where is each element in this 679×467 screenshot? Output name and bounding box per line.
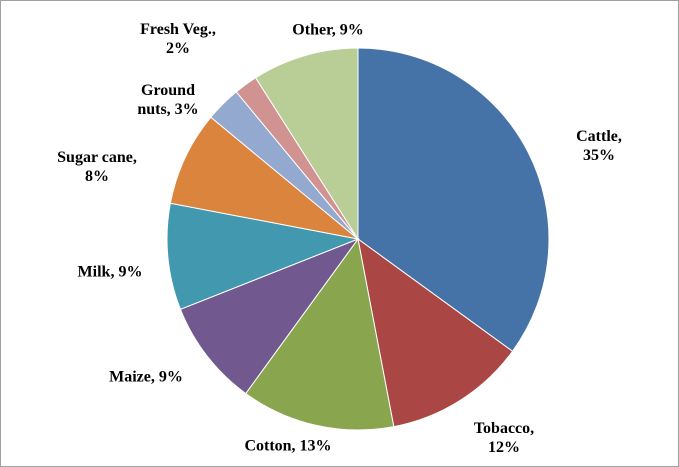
data-label: Sugar cane, 8% — [57, 149, 137, 185]
data-label: Cattle, 35% — [576, 128, 622, 164]
pie-slice — [179, 237, 360, 395]
data-label: Maize, 9% — [109, 368, 183, 386]
data-label: Ground nuts, 3% — [137, 82, 199, 118]
pie-slice — [169, 116, 359, 240]
data-label: Fresh Veg., 2% — [140, 21, 216, 57]
pie-slice — [357, 237, 514, 428]
pie-slice — [245, 237, 395, 431]
data-label: Cotton, 13% — [244, 437, 332, 455]
data-label: Tobacco, 12% — [473, 420, 535, 456]
pie-slice — [357, 47, 550, 352]
pie-slice — [166, 202, 360, 310]
pie-slice — [254, 47, 359, 241]
data-label: Milk, 9% — [77, 263, 143, 281]
data-label: Other, 9% — [292, 21, 364, 39]
